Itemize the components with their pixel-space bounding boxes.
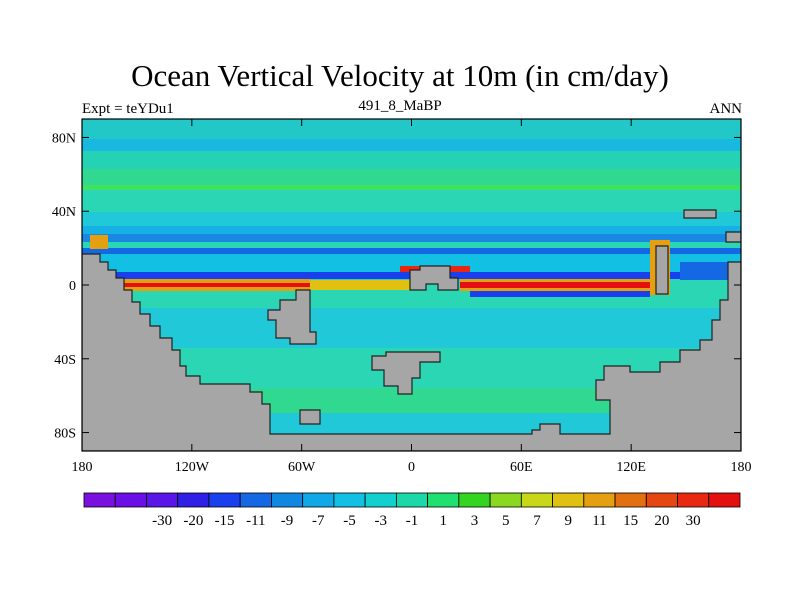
east-coast-downwelling <box>680 262 730 280</box>
lat-tick-label: 40N <box>52 205 76 220</box>
colorbar-label: 1 <box>439 513 447 529</box>
colorbar-label: 5 <box>502 513 510 529</box>
lon-tick-label: 60E <box>510 460 533 475</box>
indian-downwelling <box>470 291 650 297</box>
map-title: Ocean Vertical Velocity at 10m (in cm/da… <box>131 58 669 93</box>
west-coast-upwelling <box>90 235 108 249</box>
colorbar-label: 7 <box>533 513 541 529</box>
colorbar-label: -9 <box>281 513 294 529</box>
midlat-green-stripe <box>82 185 741 190</box>
colorbar-label: -11 <box>246 513 265 529</box>
indian-upwelling-orange <box>460 279 650 282</box>
colorbar-swatch <box>239 492 272 508</box>
lat-tick-label: 80N <box>52 131 76 146</box>
colorbar-swatch <box>552 492 585 508</box>
colorbar-swatch <box>458 492 491 508</box>
subpolar-band <box>82 151 741 169</box>
colorbar-swatch <box>520 492 553 508</box>
colorbar-swatch <box>302 492 335 508</box>
lon-tick-label: 120W <box>175 460 210 475</box>
north-downwelling-band <box>82 234 741 242</box>
northeast-coast <box>725 231 741 243</box>
colorbar-swatch <box>708 492 741 508</box>
equatorial-south-band <box>82 296 741 308</box>
antarctic-islet <box>299 409 321 425</box>
pacific-upwelling-yellow <box>110 287 310 291</box>
trade-wind-band <box>82 226 741 234</box>
north-tropic-blue-band <box>82 248 741 254</box>
period-label: 491_8_MaBP <box>358 98 442 114</box>
colorbar-swatch <box>271 492 304 508</box>
arctic-band <box>82 119 741 139</box>
axis-ticks: 180 120W 60W 0 60E 120E 180 80N 40N 0 40S 80S <box>52 119 752 475</box>
colorbar-swatch <box>677 492 710 508</box>
colorbar-label: 11 <box>592 513 606 529</box>
colorbar: -30 -20 -15 -11 -9 -7 -5 -3 -1 1 3 5 7 9 11 15 20 30 <box>83 492 741 529</box>
pacific-upwelling-red <box>110 283 310 287</box>
colorbar-label: 9 <box>564 513 572 529</box>
lon-tick-label: 60W <box>288 460 316 475</box>
colorbar-label: -1 <box>406 513 419 529</box>
colorbar-swatch <box>614 492 647 508</box>
season-label: ANN <box>709 101 743 117</box>
lon-tick-label: 120E <box>616 460 646 475</box>
indian-upwelling-yellow <box>460 288 650 291</box>
colorbar-label: -15 <box>215 513 235 529</box>
colorbar-swatch <box>583 492 616 508</box>
colorbar-swatch <box>395 492 429 508</box>
map-plot-area <box>82 119 741 451</box>
african-promontory <box>409 265 459 291</box>
colorbar-swatch <box>333 492 366 508</box>
colorbar-swatch <box>645 492 678 508</box>
eastern-island <box>655 245 669 295</box>
colorbar-swatch <box>427 492 460 508</box>
colorbar-label: -30 <box>152 513 172 529</box>
lat-tick-label: 0 <box>69 279 76 294</box>
northern-subtropic-band <box>82 190 741 212</box>
land-masses <box>82 209 741 451</box>
colorbar-label: 20 <box>654 513 669 529</box>
lon-tick-label: 180 <box>72 460 93 475</box>
equatorial-north-band <box>82 254 741 272</box>
colorbar-swatch <box>146 492 179 508</box>
colorbar-label: 15 <box>623 513 638 529</box>
colorbar-swatch <box>364 492 397 508</box>
colorbar-swatch <box>489 492 522 508</box>
atlantic-upwelling <box>310 280 410 290</box>
lon-tick-label: 180 <box>731 460 752 475</box>
northern-island-east <box>683 209 717 219</box>
colorbar-swatch <box>83 492 116 508</box>
colorbar-swatch <box>177 492 210 508</box>
southern-continent <box>82 253 741 451</box>
subtropical-band <box>82 212 741 226</box>
colorbar-swatch <box>114 492 147 508</box>
lat-tick-label: 40S <box>54 353 76 368</box>
lat-tick-label: 80S <box>54 427 76 442</box>
north-tropic-band <box>82 242 741 248</box>
lon-tick-label: 0 <box>408 460 415 475</box>
colorbar-swatch <box>208 492 241 508</box>
indian-upwelling-red <box>460 282 650 288</box>
colorbar-label: -7 <box>312 513 325 529</box>
pacific-upwelling-orange <box>110 279 310 283</box>
northern-midlat-band <box>82 169 741 185</box>
colorbar-label: 30 <box>686 513 701 529</box>
colorbar-label: -20 <box>183 513 203 529</box>
colorbar-label: -5 <box>343 513 356 529</box>
colorbar-label: -3 <box>375 513 388 529</box>
colorbar-label: 3 <box>471 513 479 529</box>
southern-island-west <box>267 289 317 345</box>
southern-subtropic-band <box>82 308 741 348</box>
experiment-label: Expt = teYDu1 <box>82 101 174 117</box>
arctic-upwelling-band <box>82 139 741 151</box>
southern-island-center <box>371 351 441 395</box>
